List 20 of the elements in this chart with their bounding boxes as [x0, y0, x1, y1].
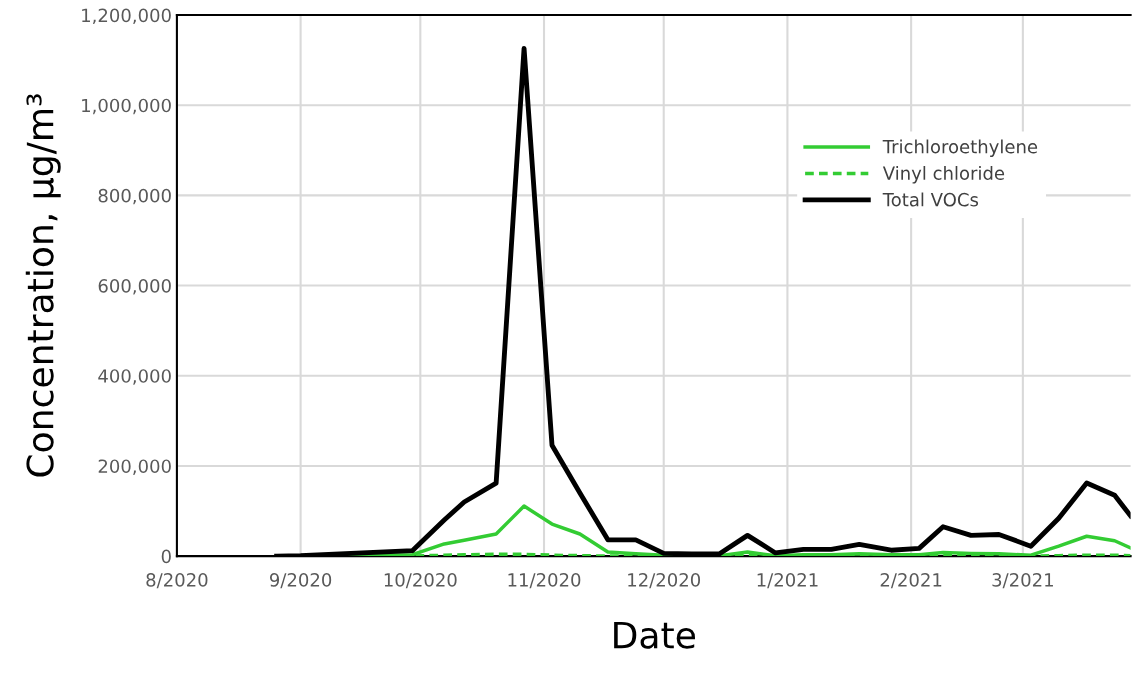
x-tick-label: 9/2020 [269, 573, 332, 589]
y-tick-label: 800,000 [98, 188, 171, 205]
x-tick-label: 12/2020 [628, 573, 701, 589]
x-tick-label: 3/2021 [992, 573, 1053, 589]
x-tick-label: 1/2021 [757, 573, 818, 589]
y-tick-label: 200,000 [98, 459, 171, 475]
y-tick-label: 1,000,000 [82, 98, 171, 115]
y-tick-label: 0 [161, 549, 171, 564]
legend-label: Vinyl chloride [882, 166, 1005, 184]
legend-label: Total VOCs [882, 192, 979, 207]
x-tick-label: 10/2020 [384, 573, 457, 589]
x-axis-title: Date [614, 621, 695, 649]
legend-label: Trichloroethylene [882, 139, 1038, 157]
y-tick-label: 400,000 [98, 369, 171, 385]
y-tick-label: 600,000 [98, 279, 171, 295]
x-tick-label: 2/2021 [880, 573, 942, 589]
y-tick-label: 1,200,000 [82, 8, 171, 25]
x-tick-label: 11/2020 [508, 573, 581, 589]
y-axis-title: Concentration, µg/m³ [25, 94, 61, 477]
x-tick-label: 8/2020 [146, 573, 208, 589]
